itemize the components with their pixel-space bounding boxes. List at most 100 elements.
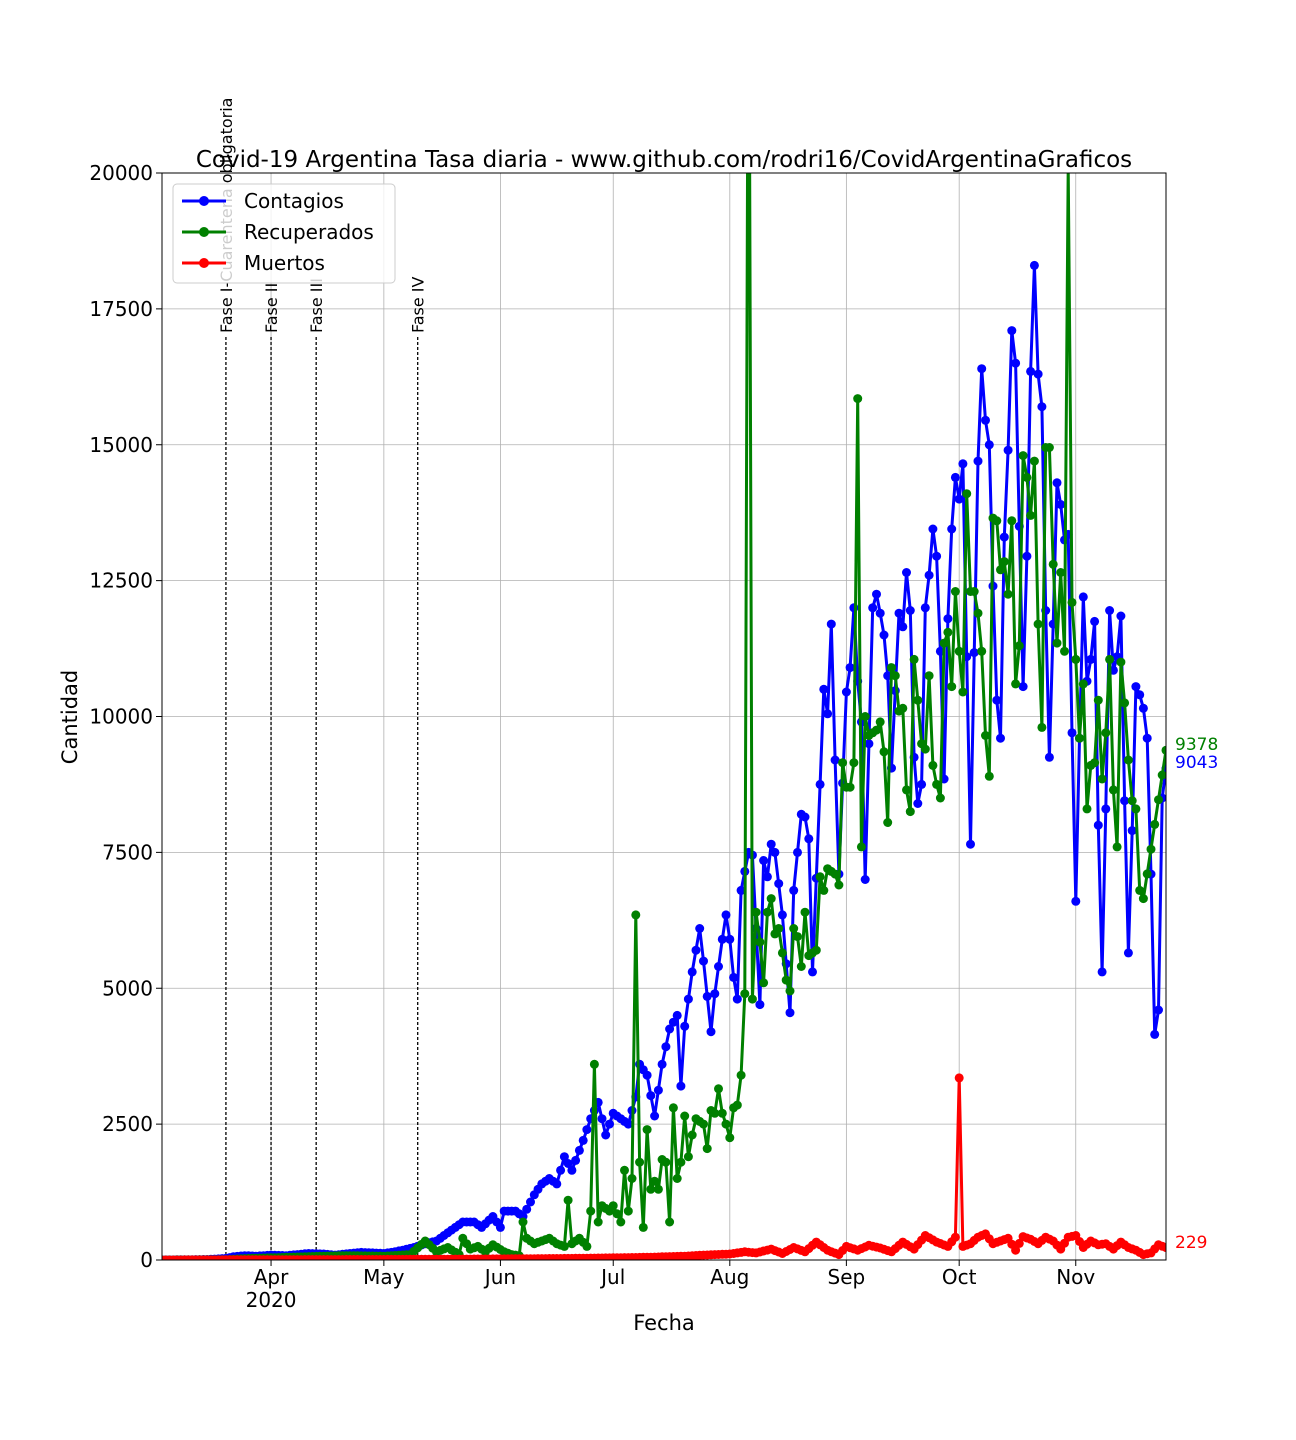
data-point	[1018, 682, 1028, 692]
data-point	[751, 907, 761, 917]
data-point	[762, 872, 772, 882]
data-point	[680, 1021, 690, 1031]
x-tick-label: Nov	[1056, 1265, 1095, 1289]
data-point	[578, 1135, 588, 1145]
data-point	[928, 524, 938, 534]
data-point	[1157, 770, 1166, 780]
x-tick-label: Jun	[483, 1265, 516, 1289]
data-point	[950, 472, 960, 482]
data-point	[774, 879, 784, 889]
data-point	[1022, 472, 1032, 482]
data-point	[875, 608, 885, 618]
data-point	[1056, 568, 1066, 577]
data-point	[1150, 819, 1160, 829]
data-point	[683, 994, 693, 1004]
data-point	[574, 1145, 584, 1155]
data-point	[683, 1152, 693, 1162]
data-point	[552, 1179, 562, 1189]
data-point	[793, 847, 802, 857]
data-point	[567, 1165, 577, 1175]
data-point	[1154, 1005, 1163, 1015]
data-point	[954, 1073, 964, 1083]
data-point	[665, 1024, 675, 1034]
series-lines	[162, 173, 1166, 1260]
data-point	[958, 459, 968, 469]
data-point	[653, 1085, 663, 1095]
data-point	[1093, 695, 1103, 705]
data-point	[612, 1209, 622, 1219]
data-point	[1101, 804, 1111, 814]
y-tick-label: 7500	[102, 840, 153, 864]
data-point	[623, 1206, 633, 1216]
data-point	[943, 627, 953, 637]
data-point	[1135, 885, 1145, 895]
data-point	[672, 1174, 682, 1183]
data-point	[766, 839, 776, 849]
data-point	[781, 975, 791, 985]
data-point	[924, 671, 934, 681]
y-tick-label: 15000	[89, 433, 153, 457]
data-point	[932, 779, 942, 789]
data-point	[616, 1217, 626, 1227]
data-point	[935, 793, 945, 803]
legend-swatch-marker	[199, 227, 209, 237]
y-axis-label: Cantidad	[58, 670, 82, 764]
data-point	[680, 1111, 690, 1121]
x-tick-label: Jul	[599, 1265, 625, 1289]
data-point	[841, 687, 851, 697]
data-point	[774, 924, 784, 933]
data-point	[642, 1070, 652, 1080]
data-point	[1078, 592, 1088, 602]
data-point	[996, 733, 1005, 743]
data-point	[1131, 682, 1141, 692]
data-point	[759, 978, 769, 988]
data-point	[777, 910, 787, 920]
data-point	[1142, 869, 1152, 879]
data-point	[1123, 755, 1133, 765]
data-point	[856, 842, 866, 852]
data-point	[646, 1091, 656, 1101]
data-point	[966, 839, 975, 849]
data-point	[759, 856, 769, 865]
data-point	[920, 744, 930, 754]
legend-box	[172, 183, 396, 284]
data-point	[950, 587, 960, 596]
data-point	[1131, 804, 1141, 814]
data-point	[1014, 641, 1024, 651]
data-point	[999, 532, 1009, 542]
data-point	[605, 1119, 614, 1129]
data-point	[1105, 654, 1115, 664]
data-point	[838, 758, 848, 768]
data-point	[620, 1165, 629, 1175]
data-point	[1142, 733, 1152, 743]
data-point	[699, 956, 708, 966]
data-point	[702, 1144, 712, 1154]
legend-swatch-marker	[199, 258, 209, 268]
data-point	[653, 1184, 663, 1194]
data-point	[872, 725, 881, 735]
data-point	[755, 937, 765, 947]
data-point	[789, 924, 799, 933]
data-point	[939, 638, 949, 648]
data-point	[902, 785, 911, 795]
data-point	[1120, 796, 1130, 806]
data-point	[1007, 516, 1017, 526]
y-axis-ticks: 0 2500 5000 7500 10000 12500 15000 17500 20000	[89, 161, 162, 1272]
data-point	[872, 589, 881, 599]
data-point	[909, 654, 919, 664]
data-point	[981, 415, 990, 425]
data-point	[984, 440, 994, 450]
data-point	[559, 1152, 569, 1162]
data-point	[1082, 804, 1092, 814]
data-point	[650, 1176, 660, 1186]
data-point	[1037, 402, 1047, 412]
y-tick-label: 0	[140, 1248, 153, 1272]
data-point	[1093, 820, 1103, 830]
data-point	[777, 948, 787, 958]
data-point	[646, 1184, 656, 1194]
data-point	[766, 894, 776, 904]
data-point	[1161, 745, 1166, 755]
data-point	[1071, 896, 1081, 906]
data-point	[947, 682, 957, 692]
data-point	[608, 1201, 618, 1211]
